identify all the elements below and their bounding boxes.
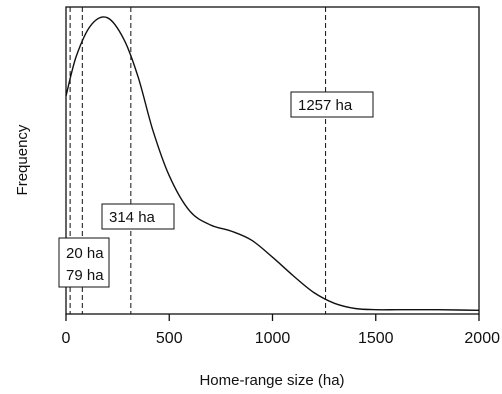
annotation-label-314: 314 ha	[109, 209, 156, 226]
annotation-label-20: 20 ha	[66, 245, 104, 262]
y-axis-label: Frequency	[14, 124, 31, 195]
annotations: 20 ha 79 ha 314 ha 1257 ha	[58, 91, 374, 288]
frequency-curve	[65, 16, 480, 311]
x-axis-ticks: 0 500 1000 1500 2000	[62, 314, 500, 347]
annotation-box-314	[101, 203, 175, 230]
x-tick-label: 2000	[464, 330, 500, 347]
x-axis-label: Home-range size (ha)	[199, 372, 344, 389]
annotation-box-small	[58, 237, 110, 288]
x-tick-label: 1000	[255, 330, 291, 347]
reference-lines	[69, 7, 327, 314]
annotation-label-79: 79 ha	[66, 267, 104, 284]
x-tick-label: 1500	[358, 330, 394, 347]
x-tick-label: 0	[62, 330, 71, 347]
annotation-box-1257	[290, 91, 374, 118]
annotation-label-1257: 1257 ha	[298, 97, 353, 114]
x-tick-label: 500	[156, 330, 183, 347]
plot-frame	[65, 6, 480, 315]
